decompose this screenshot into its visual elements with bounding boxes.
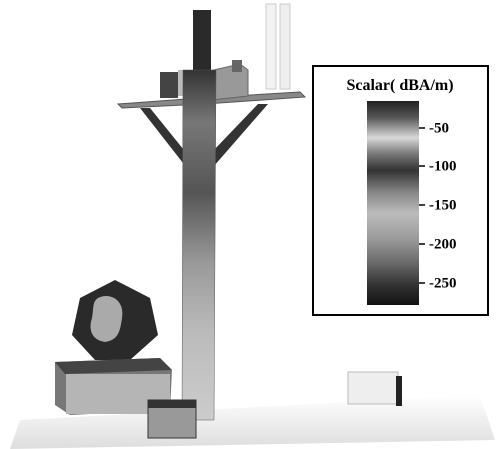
pole xyxy=(182,70,216,420)
figure: Scalar( dBA/m) -50 -100 -150 -200 -250 xyxy=(0,0,500,449)
brace xyxy=(212,104,268,166)
tick-label: -50 xyxy=(429,120,449,136)
tick-label: -100 xyxy=(429,158,457,174)
small-box-top xyxy=(148,400,196,408)
pole-top xyxy=(193,10,211,70)
tick-label: -250 xyxy=(429,275,457,291)
tick-label: -150 xyxy=(429,197,457,213)
right-box-edge xyxy=(396,376,402,406)
right-box xyxy=(348,372,398,404)
legend-title: Scalar( dBA/m) xyxy=(346,77,453,94)
box xyxy=(160,72,178,98)
antenna xyxy=(266,4,276,89)
tick-label: -200 xyxy=(429,236,457,252)
antenna xyxy=(280,4,290,89)
box xyxy=(232,60,242,72)
colorbar xyxy=(367,101,419,305)
